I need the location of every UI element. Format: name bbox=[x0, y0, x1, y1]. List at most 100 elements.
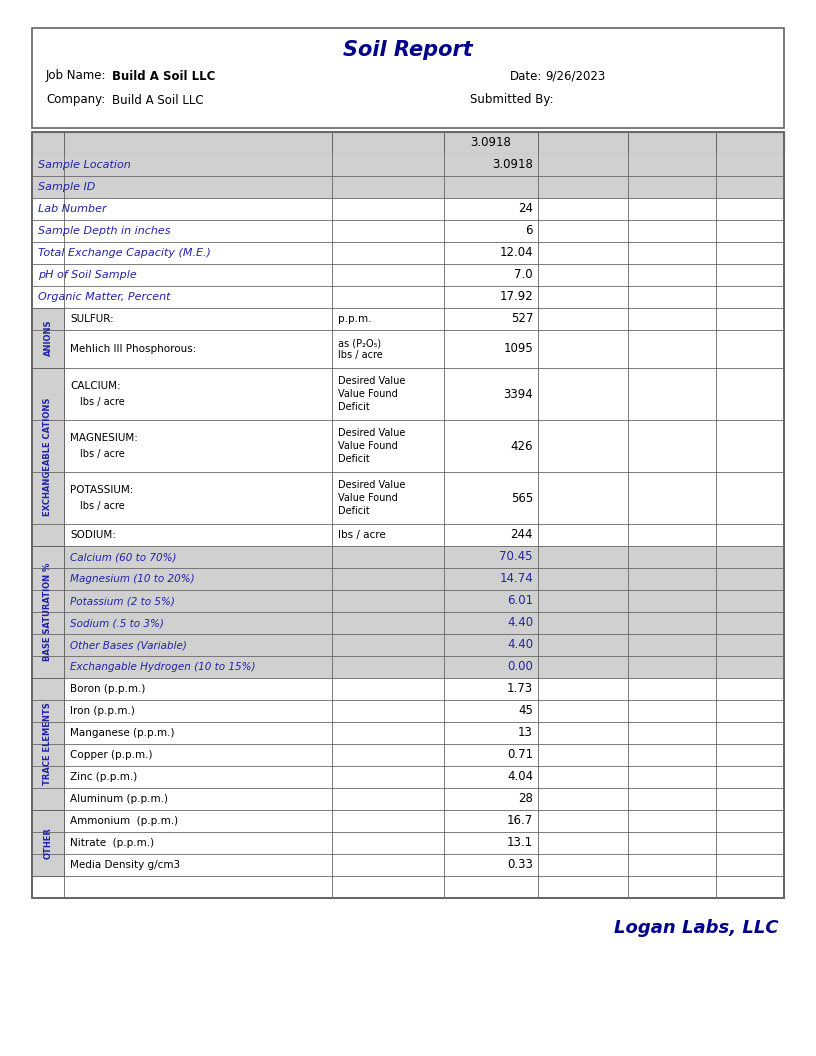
Bar bbox=[32, 242, 784, 264]
Bar bbox=[32, 788, 784, 810]
Bar bbox=[32, 367, 64, 546]
Text: 244: 244 bbox=[511, 528, 533, 542]
Text: Calcium (60 to 70%): Calcium (60 to 70%) bbox=[70, 552, 176, 562]
Text: 9/26/2023: 9/26/2023 bbox=[545, 70, 605, 82]
Text: TRACE ELEMENTS: TRACE ELEMENTS bbox=[43, 702, 52, 786]
Text: BASE SATURATION %: BASE SATURATION % bbox=[43, 563, 52, 661]
Text: 17.92: 17.92 bbox=[499, 290, 533, 303]
Text: Sample Location: Sample Location bbox=[38, 161, 131, 170]
Text: Copper (p.p.m.): Copper (p.p.m.) bbox=[70, 750, 153, 760]
Bar bbox=[32, 590, 784, 612]
Text: Other Bases (Variable): Other Bases (Variable) bbox=[70, 640, 187, 650]
Bar bbox=[32, 199, 784, 220]
Text: Nitrate  (p.p.m.): Nitrate (p.p.m.) bbox=[70, 838, 154, 848]
Text: Deficit: Deficit bbox=[338, 402, 370, 412]
Text: 565: 565 bbox=[511, 491, 533, 505]
Text: 6: 6 bbox=[526, 225, 533, 238]
Text: Deficit: Deficit bbox=[338, 454, 370, 464]
Text: pH of Soil Sample: pH of Soil Sample bbox=[38, 270, 137, 280]
Text: Soil Report: Soil Report bbox=[343, 40, 473, 60]
Text: 3.0918: 3.0918 bbox=[471, 136, 512, 150]
Bar bbox=[32, 420, 784, 472]
Text: 14.74: 14.74 bbox=[499, 572, 533, 585]
Text: Iron (p.p.m.): Iron (p.p.m.) bbox=[70, 706, 135, 716]
Text: EXCHANGEABLE CATIONS: EXCHANGEABLE CATIONS bbox=[43, 398, 52, 516]
Bar bbox=[32, 308, 784, 329]
Text: as (P₂O₅): as (P₂O₅) bbox=[338, 338, 381, 348]
Bar bbox=[32, 678, 784, 700]
Text: 7.0: 7.0 bbox=[514, 268, 533, 282]
Text: OTHER: OTHER bbox=[43, 827, 52, 859]
Text: Sample Depth in inches: Sample Depth in inches bbox=[38, 226, 171, 235]
Text: Job Name:: Job Name: bbox=[46, 70, 107, 82]
Text: Sodium (.5 to 3%): Sodium (.5 to 3%) bbox=[70, 618, 164, 628]
Bar bbox=[32, 546, 64, 678]
Text: 426: 426 bbox=[511, 439, 533, 453]
Text: 28: 28 bbox=[518, 792, 533, 806]
Bar bbox=[32, 656, 784, 678]
Text: ANIONS: ANIONS bbox=[43, 320, 52, 356]
Text: Sample ID: Sample ID bbox=[38, 182, 95, 192]
Bar bbox=[32, 176, 784, 199]
Text: Desired Value: Desired Value bbox=[338, 428, 406, 438]
Text: Value Found: Value Found bbox=[338, 389, 397, 399]
Text: lbs / acre: lbs / acre bbox=[338, 350, 383, 360]
Text: lbs / acre: lbs / acre bbox=[80, 449, 125, 458]
Text: Logan Labs, LLC: Logan Labs, LLC bbox=[614, 919, 779, 937]
Text: 0.33: 0.33 bbox=[507, 859, 533, 871]
Text: Company:: Company: bbox=[46, 94, 105, 107]
Bar bbox=[32, 524, 784, 546]
Text: Media Density g/cm3: Media Density g/cm3 bbox=[70, 860, 180, 870]
Text: Deficit: Deficit bbox=[338, 506, 370, 516]
Bar bbox=[32, 766, 784, 788]
Text: lbs / acre: lbs / acre bbox=[80, 397, 125, 407]
Text: 4.40: 4.40 bbox=[507, 639, 533, 652]
Text: 0.71: 0.71 bbox=[507, 749, 533, 761]
Bar bbox=[32, 722, 784, 744]
Text: 16.7: 16.7 bbox=[507, 814, 533, 828]
Text: 1.73: 1.73 bbox=[507, 682, 533, 696]
Text: Manganese (p.p.m.): Manganese (p.p.m.) bbox=[70, 728, 175, 738]
Bar bbox=[32, 744, 784, 766]
Text: Value Found: Value Found bbox=[338, 493, 397, 503]
Text: 1095: 1095 bbox=[503, 342, 533, 356]
Text: MAGNESIUM:: MAGNESIUM: bbox=[70, 433, 138, 444]
Text: POTASSIUM:: POTASSIUM: bbox=[70, 485, 133, 495]
Text: Lab Number: Lab Number bbox=[38, 204, 107, 214]
Text: lbs / acre: lbs / acre bbox=[80, 501, 125, 511]
Text: Ammonium  (p.p.m.): Ammonium (p.p.m.) bbox=[70, 816, 178, 826]
Text: 13.1: 13.1 bbox=[507, 836, 533, 849]
Text: Date:: Date: bbox=[510, 70, 543, 82]
Text: 3.0918: 3.0918 bbox=[492, 158, 533, 171]
Bar bbox=[32, 154, 784, 176]
Text: lbs / acre: lbs / acre bbox=[338, 530, 386, 540]
Text: Exchangable Hydrogen (10 to 15%): Exchangable Hydrogen (10 to 15%) bbox=[70, 662, 255, 672]
Bar bbox=[32, 286, 784, 308]
Text: Zinc (p.p.m.): Zinc (p.p.m.) bbox=[70, 772, 137, 782]
Bar bbox=[32, 132, 784, 154]
Text: Value Found: Value Found bbox=[338, 441, 397, 451]
Bar bbox=[32, 700, 784, 722]
Bar bbox=[32, 132, 784, 898]
Bar bbox=[32, 264, 784, 286]
Text: 24: 24 bbox=[518, 203, 533, 215]
Bar bbox=[32, 29, 784, 128]
Text: Mehlich III Phosphorous:: Mehlich III Phosphorous: bbox=[70, 344, 197, 354]
Text: 3394: 3394 bbox=[503, 388, 533, 400]
Text: Desired Value: Desired Value bbox=[338, 376, 406, 386]
Text: SULFUR:: SULFUR: bbox=[70, 314, 113, 324]
Text: Organic Matter, Percent: Organic Matter, Percent bbox=[38, 293, 171, 302]
Bar bbox=[32, 612, 784, 634]
Bar bbox=[32, 308, 64, 367]
Bar bbox=[32, 472, 784, 524]
Text: 13: 13 bbox=[518, 727, 533, 739]
Text: SODIUM:: SODIUM: bbox=[70, 530, 116, 540]
Text: Potassium (2 to 5%): Potassium (2 to 5%) bbox=[70, 596, 175, 606]
Bar bbox=[32, 854, 784, 876]
Text: Desired Value: Desired Value bbox=[338, 480, 406, 490]
Text: 4.04: 4.04 bbox=[507, 771, 533, 784]
Text: Submitted By:: Submitted By: bbox=[470, 94, 553, 107]
Text: 6.01: 6.01 bbox=[507, 595, 533, 607]
Bar bbox=[32, 220, 784, 242]
Text: 12.04: 12.04 bbox=[499, 246, 533, 260]
